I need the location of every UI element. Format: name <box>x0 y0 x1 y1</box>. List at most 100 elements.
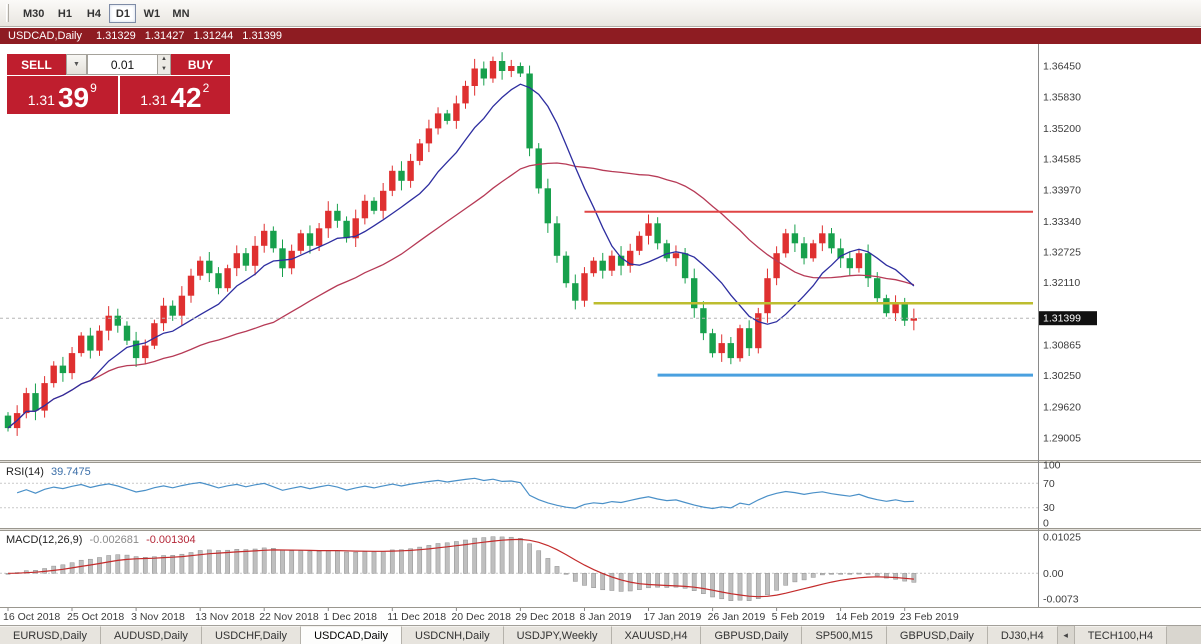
timeframe-button-w1[interactable]: W1 <box>143 7 161 20</box>
svg-text:16 Oct 2018: 16 Oct 2018 <box>3 611 60 623</box>
svg-text:22 Nov 2018: 22 Nov 2018 <box>259 611 319 623</box>
svg-text:1.29620: 1.29620 <box>1043 402 1081 414</box>
svg-text:1.36450: 1.36450 <box>1043 61 1081 73</box>
sell-button[interactable]: SELL <box>7 54 66 75</box>
svg-text:0.01025: 0.01025 <box>1043 532 1081 544</box>
svg-text:100: 100 <box>1043 460 1061 472</box>
timeframe-toolbar: M30 H1 H4 D1 W1 MN <box>0 0 1201 27</box>
current-price-tag <box>1039 311 1097 326</box>
timeframe-button-m30[interactable]: M30 <box>23 7 45 20</box>
chart-tab-gbpusd-daily[interactable]: GBPUSD,Daily <box>701 626 803 644</box>
svg-text:1.33340: 1.33340 <box>1043 216 1081 228</box>
bid-prefix: 1.31 <box>27 92 55 108</box>
svg-text:3 Nov 2018: 3 Nov 2018 <box>131 611 185 623</box>
ohlc-open: 1.31329 <box>95 30 136 42</box>
chart-tab-bar: EURUSD,Daily AUDUSD,Daily USDCHF,Daily USDC… <box>0 625 1201 644</box>
timeframe-button-mn[interactable]: MN <box>172 7 190 20</box>
svg-text:1.29005: 1.29005 <box>1043 432 1081 444</box>
svg-text:14 Feb 2019: 14 Feb 2019 <box>836 611 895 623</box>
candles-layer <box>4 52 917 436</box>
rsi-indicator-label: RSI(14) 39.7475 <box>6 466 91 478</box>
tab-scroll-left-button[interactable]: ◂ <box>1058 626 1075 644</box>
ma-slow-line <box>7 162 915 429</box>
volume-spinner: ▲ ▼ <box>157 55 170 74</box>
bid-pips: 39 <box>57 82 90 113</box>
macd-name: MACD(12,26,9) <box>6 534 83 546</box>
svg-text:8 Jan 2019: 8 Jan 2019 <box>580 611 632 623</box>
macd-indicator-label: MACD(12,26,9) -0.002681 -0.001304 <box>6 534 196 546</box>
dropdown-arrow-icon: ▼ <box>73 61 80 68</box>
timeframe-button-h4[interactable]: H4 <box>86 7 101 20</box>
svg-text:70: 70 <box>1043 478 1055 490</box>
current-price-tag-text: 1.31399 <box>1043 313 1081 325</box>
svg-text:13 Nov 2018: 13 Nov 2018 <box>195 611 255 623</box>
svg-text:20 Dec 2018: 20 Dec 2018 <box>451 611 511 623</box>
chart-symbol-label: USDCAD,Daily <box>8 30 82 42</box>
svg-text:11 Dec 2018: 11 Dec 2018 <box>387 611 446 623</box>
svg-text:30: 30 <box>1043 502 1055 514</box>
spinner-down-icon[interactable]: ▼ <box>158 64 170 74</box>
svg-text:25 Oct 2018: 25 Oct 2018 <box>67 611 124 623</box>
spinner-up-icon[interactable]: ▲ <box>158 55 170 65</box>
buy-button[interactable]: BUY <box>171 54 230 75</box>
svg-text:1.32725: 1.32725 <box>1043 247 1081 259</box>
chart-tab-tech100-h4[interactable]: TECH100,H4 <box>1074 626 1168 644</box>
rsi-value: 39.7475 <box>50 466 91 478</box>
ohlc-readout: 1.31329 1.31427 1.31244 1.31399 <box>96 30 282 42</box>
date-axis[interactable]: 16 Oct 2018 25 Oct 2018 3 Nov 2018 13 Nov 2… <box>3 608 959 623</box>
chart-tab-gbpusd-daily[interactable]: GBPUSD,Daily <box>886 626 988 644</box>
chart-tab-dj30-h4[interactable]: DJ30,H4 <box>987 626 1058 644</box>
timeframe-button-d1[interactable]: D1 <box>109 3 137 23</box>
rsi-name: RSI(14) <box>6 466 44 478</box>
chart-title-bar: USDCAD,Daily 1.31329 1.31427 1.31244 1.3… <box>0 28 1201 44</box>
svg-text:1.30250: 1.30250 <box>1043 370 1081 382</box>
volume-input[interactable] <box>88 55 157 74</box>
rsi-line <box>16 477 914 510</box>
svg-text:1.35830: 1.35830 <box>1043 91 1081 103</box>
macd-histogram <box>5 536 917 601</box>
bid-price-button[interactable]: 1.31 39 9 <box>7 76 118 114</box>
svg-text:1 Dec 2018: 1 Dec 2018 <box>323 611 377 623</box>
timeframe-button-h1[interactable]: H1 <box>57 7 72 20</box>
chart-tab-usdchf-daily[interactable]: USDCHF,Daily <box>201 626 302 644</box>
ask-pips: 42 <box>170 82 202 113</box>
svg-text:5 Feb 2019: 5 Feb 2019 <box>772 611 825 623</box>
ohlc-close: 1.31399 <box>242 30 283 42</box>
svg-text:1.30865: 1.30865 <box>1043 339 1081 351</box>
svg-text:1.32110: 1.32110 <box>1043 277 1080 289</box>
one-click-trading-panel: SELL ▼ ▲ ▼ BUY 1.31 39 9 1.31 42 <box>7 54 230 114</box>
chart-tab-sp500-m15[interactable]: SP500,M15 <box>802 626 887 644</box>
ohlc-low: 1.31244 <box>193 30 234 42</box>
volume-field: ▲ ▼ <box>87 54 171 75</box>
ask-prefix: 1.31 <box>140 92 168 108</box>
svg-text:17 Jan 2019: 17 Jan 2019 <box>644 611 702 623</box>
svg-text:23 Feb 2019: 23 Feb 2019 <box>900 611 959 623</box>
svg-text:1.35200: 1.35200 <box>1043 123 1081 135</box>
ohlc-high: 1.31427 <box>144 30 185 42</box>
macd-signal-line <box>7 538 914 598</box>
chart-tab-usdjpy-weekly[interactable]: USDJPY,Weekly <box>503 626 612 644</box>
macd-signal-value: -0.001304 <box>146 534 196 546</box>
svg-text:1.34585: 1.34585 <box>1043 154 1081 166</box>
svg-text:1.33970: 1.33970 <box>1043 184 1081 196</box>
bid-fractional: 9 <box>90 81 97 95</box>
macd-main-value: -0.002681 <box>89 534 140 546</box>
chart-canvas[interactable]: 1.36450 1.35830 1.35200 1.34585 1.33970 1.333… <box>0 44 1201 625</box>
ask-price-button[interactable]: 1.31 42 2 <box>119 76 230 114</box>
svg-text:0.00: 0.00 <box>1043 568 1064 580</box>
svg-text:0: 0 <box>1043 518 1049 530</box>
svg-text:-0.0073: -0.0073 <box>1043 594 1079 606</box>
svg-text:26 Jan 2019: 26 Jan 2019 <box>708 611 766 623</box>
ask-fractional: 2 <box>202 81 210 95</box>
toolbar-grip[interactable] <box>6 4 9 22</box>
chart-tab-usdcnh-daily[interactable]: USDCNH,Daily <box>402 626 504 644</box>
svg-text:29 Dec 2018: 29 Dec 2018 <box>515 611 575 623</box>
chart-tab-usdcad-daily[interactable]: USDCAD,Daily <box>301 626 403 644</box>
chart-tab-xauusd-h4[interactable]: XAUUSD,H4 <box>611 626 702 644</box>
chart-tab-audusd-daily[interactable]: AUDUSD,Daily <box>100 626 202 644</box>
ma-fast-line <box>7 83 915 429</box>
price-axis[interactable]: 1.36450 1.35830 1.35200 1.34585 1.33970 1.333… <box>1043 61 1081 445</box>
chart-tab-eurusd-daily[interactable]: EURUSD,Daily <box>0 626 101 644</box>
trade-options-dropdown-button[interactable]: ▼ <box>66 54 87 75</box>
